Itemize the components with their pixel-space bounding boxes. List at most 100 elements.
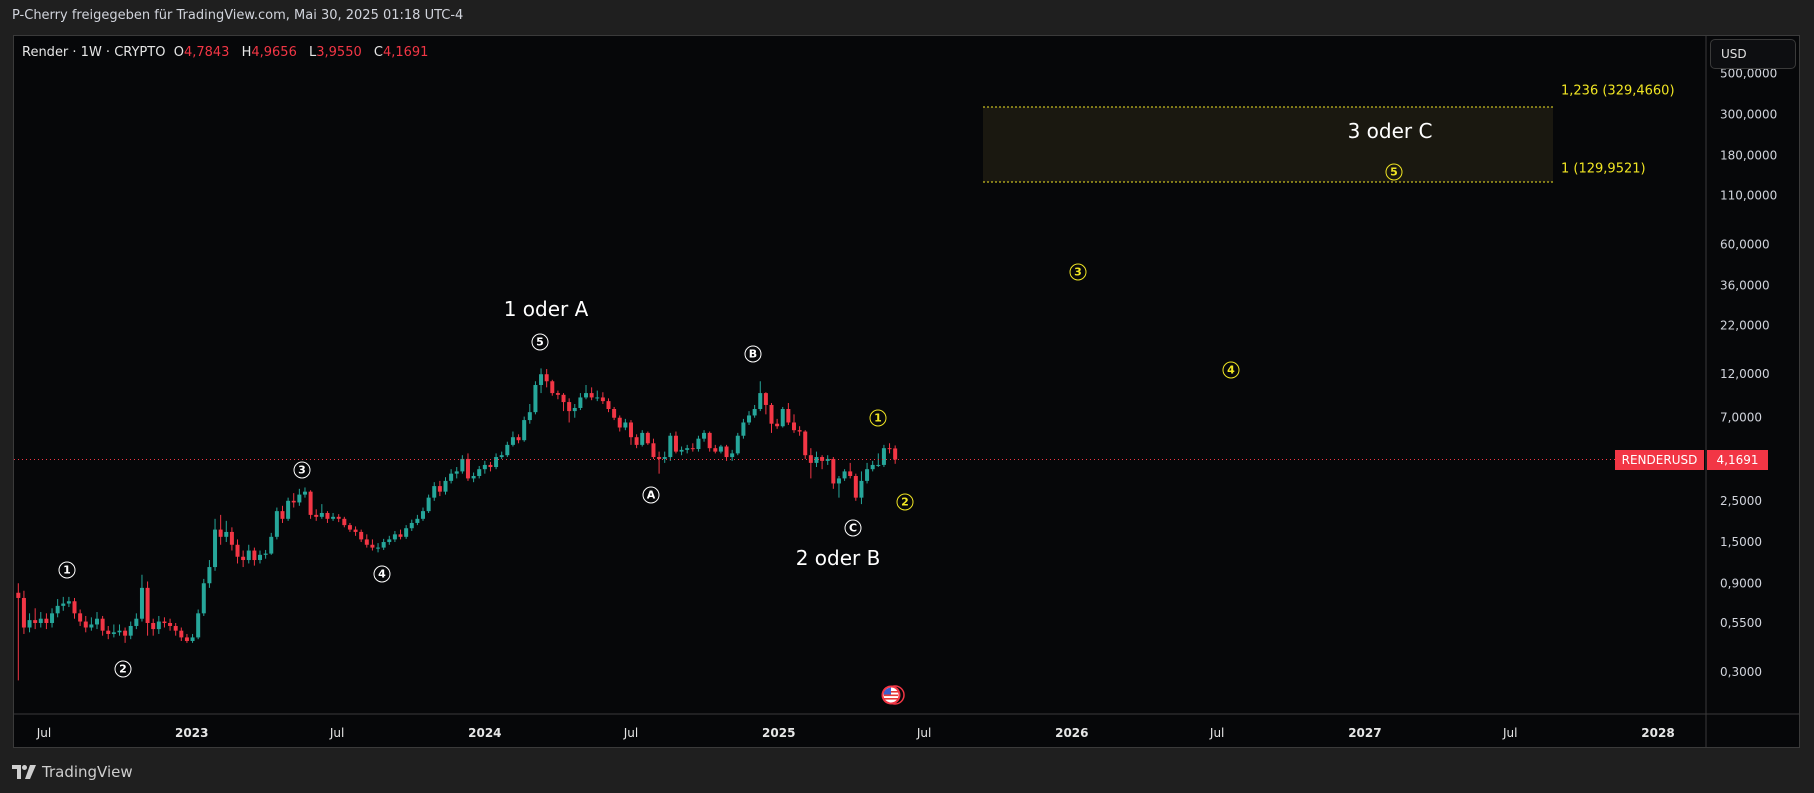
wave-label-5: 5	[531, 333, 549, 351]
candle-body	[702, 432, 707, 439]
candle	[550, 379, 555, 396]
fib-zone	[983, 106, 1553, 183]
candle-body	[881, 448, 886, 465]
symbol-legend: Render · 1W · CRYPTO O4,7843 H4,9656 L3,…	[22, 45, 436, 60]
candle-body	[578, 397, 583, 408]
candle	[763, 392, 768, 415]
candle	[617, 415, 622, 432]
candle-body	[72, 601, 77, 614]
candle-body	[730, 453, 735, 458]
candle-body	[246, 550, 251, 561]
candle-body	[432, 486, 437, 498]
candle-body	[308, 491, 313, 515]
candle	[634, 434, 639, 449]
candle	[662, 451, 667, 463]
candle-body	[55, 605, 60, 614]
candle	[213, 518, 218, 571]
last-price-tag: 4,1691	[1707, 450, 1768, 470]
candle	[376, 543, 381, 553]
candle	[842, 469, 847, 481]
candle-body	[179, 630, 184, 638]
candle-body	[522, 420, 527, 441]
candle-body	[600, 397, 605, 402]
candle	[134, 613, 139, 630]
candle	[353, 526, 358, 536]
candle-body	[252, 550, 257, 561]
candle	[775, 418, 780, 429]
candle	[595, 390, 600, 402]
candle	[314, 509, 319, 521]
candle	[561, 393, 566, 412]
candle	[735, 432, 740, 456]
candle	[690, 443, 695, 452]
candle	[668, 432, 673, 461]
candle-body	[387, 539, 392, 543]
candle-body	[679, 449, 684, 452]
candle	[797, 426, 802, 436]
candle	[252, 547, 257, 566]
candle-body	[550, 381, 555, 394]
candle-body	[409, 522, 414, 529]
candle	[673, 431, 678, 454]
wave-label-b: B	[744, 345, 762, 363]
us-flag-icon[interactable]	[880, 684, 906, 710]
candle-body	[325, 512, 330, 519]
candle	[640, 430, 645, 447]
candle-body	[336, 516, 341, 519]
candle-body	[139, 587, 144, 619]
candle	[33, 608, 38, 630]
candle-body	[83, 621, 88, 628]
candle-body	[235, 544, 240, 557]
price-tick-label: 12,0000	[1720, 367, 1770, 381]
candle	[258, 550, 263, 564]
candle-body	[364, 539, 369, 545]
candle-body	[269, 536, 274, 554]
candle	[696, 435, 701, 452]
candle-body	[21, 597, 26, 628]
candle	[432, 482, 437, 501]
candle	[449, 469, 454, 484]
candle	[269, 532, 274, 555]
candle-body	[241, 556, 246, 561]
candle	[173, 622, 178, 636]
candle-body	[865, 469, 870, 481]
candle-body	[763, 393, 768, 405]
candle-body	[651, 443, 656, 458]
candle	[724, 444, 729, 461]
candle	[488, 461, 493, 472]
candle	[803, 430, 808, 459]
candle	[72, 597, 77, 619]
candle-body	[820, 457, 825, 461]
low-value: 3,9550	[316, 45, 362, 60]
time-tick-label: 2026	[1055, 726, 1088, 740]
candle-body	[567, 402, 572, 412]
candle	[207, 560, 212, 588]
candle-body	[595, 397, 600, 399]
symbol-name[interactable]: Render · 1W · CRYPTO	[22, 45, 166, 60]
candle-body	[38, 618, 43, 623]
candle-body	[465, 458, 470, 479]
candle	[881, 444, 886, 468]
candle	[16, 583, 21, 681]
candle-body	[836, 478, 841, 484]
candle-body	[213, 529, 218, 568]
candle-body	[302, 491, 307, 495]
candle	[623, 418, 628, 431]
candle-body	[342, 518, 347, 526]
candle-body	[724, 446, 729, 458]
candle	[494, 453, 499, 470]
time-tick-label: Jul	[1209, 726, 1224, 740]
candle	[224, 520, 229, 543]
candle-body	[443, 480, 448, 492]
candle-body	[780, 408, 785, 427]
candle	[139, 574, 144, 622]
candle	[387, 535, 392, 545]
currency-button[interactable]: USD	[1710, 39, 1796, 69]
candle-body	[415, 518, 420, 523]
candle	[600, 392, 605, 404]
candle-body	[421, 511, 426, 519]
candle-body	[258, 554, 263, 561]
candle	[66, 596, 71, 608]
candle	[443, 477, 448, 495]
